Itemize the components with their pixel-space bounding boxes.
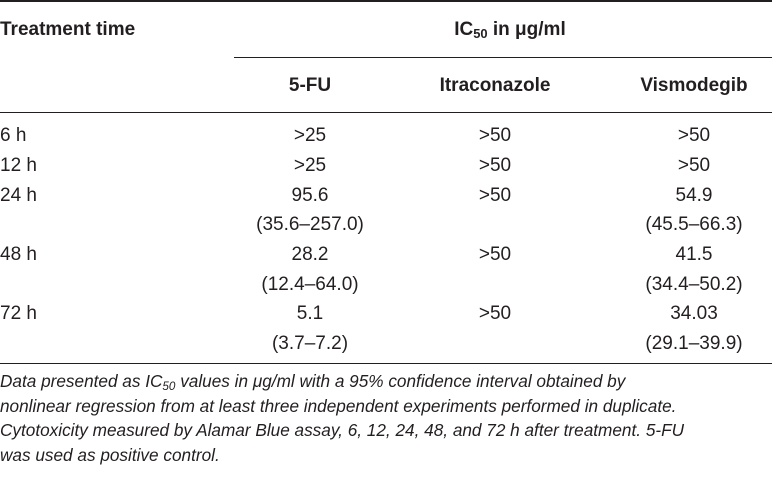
cell-itraconazole: >50 xyxy=(478,244,512,265)
cell-vismodegib-ci: (34.4–50.2) xyxy=(645,274,743,295)
row-time: 48 h xyxy=(0,244,37,265)
footnote-line-4: was used as positive control. xyxy=(0,444,220,465)
footnote-line-1: Data presented as IC50 values in μg/ml w… xyxy=(0,371,626,393)
cell-vismodegib-ci: (29.1–39.9) xyxy=(645,333,743,354)
footnote-line-2: nonlinear regression from at least three… xyxy=(0,395,677,416)
table-top-rule xyxy=(0,0,772,2)
cell-5fu: 5.1 xyxy=(296,303,324,324)
header-itraconazole: Itraconazole xyxy=(439,75,551,96)
cell-itraconazole: >50 xyxy=(478,303,512,324)
header-vismodegib: Vismodegib xyxy=(640,75,748,96)
cell-itraconazole: >50 xyxy=(478,155,512,176)
cell-5fu-ci: (35.6–257.0) xyxy=(256,214,364,235)
cell-vismodegib: >50 xyxy=(677,125,711,146)
header-5fu: 5-FU xyxy=(288,75,332,96)
cell-itraconazole: >50 xyxy=(478,125,512,146)
cell-vismodegib-ci: (45.5–66.3) xyxy=(645,214,743,235)
row-time: 12 h xyxy=(0,155,37,176)
cell-5fu-ci: (12.4–64.0) xyxy=(261,274,359,295)
header-ic50-group: IC50 in μg/ml xyxy=(454,19,566,42)
row-time: 72 h xyxy=(0,303,37,324)
cell-vismodegib: 34.03 xyxy=(670,303,718,324)
cell-5fu: 28.2 xyxy=(291,244,329,265)
cell-5fu-ci: (3.7–7.2) xyxy=(271,333,349,354)
cell-5fu: 95.6 xyxy=(291,185,329,206)
cell-5fu: >25 xyxy=(293,125,327,146)
footnote-line-3: Cytotoxicity measured by Alamar Blue ass… xyxy=(0,420,685,440)
header-bottom-rule xyxy=(0,112,772,113)
header-treatment-time: Treatment time xyxy=(0,19,136,40)
table-bottom-rule xyxy=(0,363,772,364)
header-group-rule xyxy=(234,57,772,58)
row-time: 24 h xyxy=(0,185,37,206)
cell-vismodegib: >50 xyxy=(677,155,711,176)
cell-vismodegib: 54.9 xyxy=(675,185,713,206)
cell-vismodegib: 41.5 xyxy=(675,244,713,265)
row-time: 6 h xyxy=(0,125,27,146)
cell-5fu: >25 xyxy=(293,155,327,176)
cell-itraconazole: >50 xyxy=(478,185,512,206)
table-footnote: Data presented as IC50 values in μg/ml w… xyxy=(0,369,772,467)
